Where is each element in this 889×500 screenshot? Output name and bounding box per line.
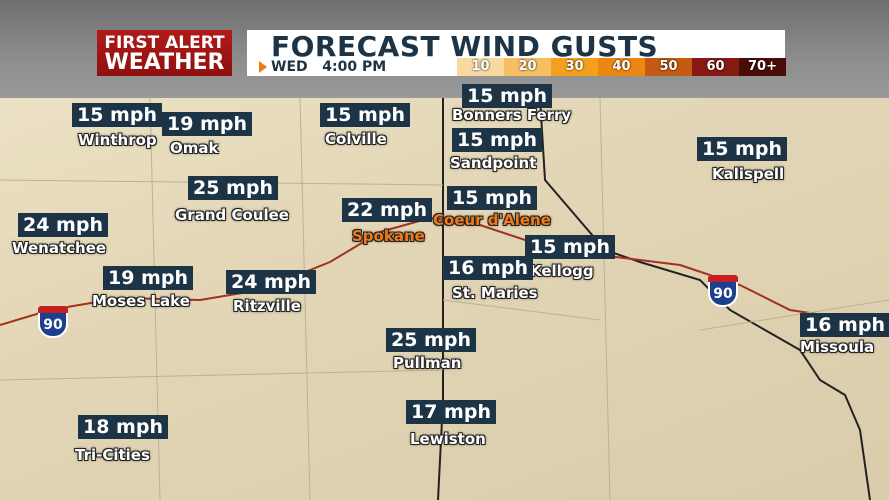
logo-line2: WEATHER [104,50,225,75]
gust-value: 24 mph [226,270,316,294]
gust-value: 15 mph [525,235,615,259]
gust-value: 16 mph [443,256,533,280]
page-title: FORECAST WIND GUSTS [271,30,659,63]
city-name: Omak [170,139,219,157]
city-name: Moses Lake [92,292,190,310]
legend-swatch: 50 [645,58,692,76]
interstate-90-shield: 90 [708,275,738,307]
shield-number: 90 [43,317,63,333]
city-name: Wenatchee [12,239,107,257]
gust-value: 19 mph [103,266,193,290]
gust-legend: 10 20 30 40 50 60 70+ [457,58,786,76]
county-lines [0,97,889,500]
gust-value: 19 mph [162,112,252,136]
legend-swatch: 70+ [739,58,786,76]
city-name: St. Maries [452,284,538,302]
city-name: Missoula [800,338,875,356]
city-name: Tri-Cities [75,446,150,464]
city-name: Ritzville [233,297,301,315]
city-name: Bonners Ferry [452,106,572,124]
title-banner: FORECAST WIND GUSTS WED 4:00 PM 10 20 30 40… [247,30,786,76]
city-name: Sandpoint [450,154,537,172]
shield-number: 90 [713,286,733,302]
city-name: Kellogg [530,262,594,280]
city-name: Colville [325,130,387,148]
gust-value: 22 mph [342,198,432,222]
gust-value: 18 mph [78,415,168,439]
legend-swatch: 60 [692,58,739,76]
gust-value: 15 mph [447,186,537,210]
interstate-90-shield: 90 [38,306,68,338]
state-border-id-mt [539,97,871,500]
city-name: Winthrop [78,131,157,149]
logo-line1: FIRST ALERT [104,33,225,53]
legend-swatch: 20 [504,58,551,76]
gust-value: 25 mph [386,328,476,352]
first-alert-weather-logo: FIRST ALERT WEATHER [97,30,232,76]
gust-value: 24 mph [18,213,108,237]
gust-value: 25 mph [188,176,278,200]
gust-value: 17 mph [406,400,496,424]
city-name: Spokane [352,227,425,245]
legend-swatch: 40 [598,58,645,76]
city-name: Lewiston [410,430,486,448]
city-name: Kalispell [712,165,785,183]
gust-value: 15 mph [697,137,787,161]
legend-swatch: 30 [551,58,598,76]
city-name: Coeur d'Alene [433,211,551,229]
city-name: Grand Coulee [175,206,289,224]
forecast-time: WED 4:00 PM [271,59,387,75]
city-name: Pullman [393,354,462,372]
play-triangle-icon [259,61,267,73]
gust-value: 15 mph [320,103,410,127]
legend-swatch: 10 [457,58,504,76]
gust-value: 15 mph [452,128,542,152]
gust-value: 15 mph [462,84,552,108]
gust-value: 16 mph [800,313,889,337]
gust-value: 15 mph [72,103,162,127]
